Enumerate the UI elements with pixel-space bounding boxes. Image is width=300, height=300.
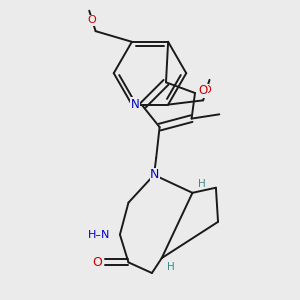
Text: O: O [198,84,207,98]
Text: H: H [167,262,175,272]
Text: O: O [92,256,102,269]
Text: H–N: H–N [88,230,110,240]
Text: N: N [150,168,160,182]
Text: O: O [88,16,97,26]
Text: N: N [130,98,139,111]
Text: O: O [202,85,211,95]
Text: H: H [198,179,205,189]
